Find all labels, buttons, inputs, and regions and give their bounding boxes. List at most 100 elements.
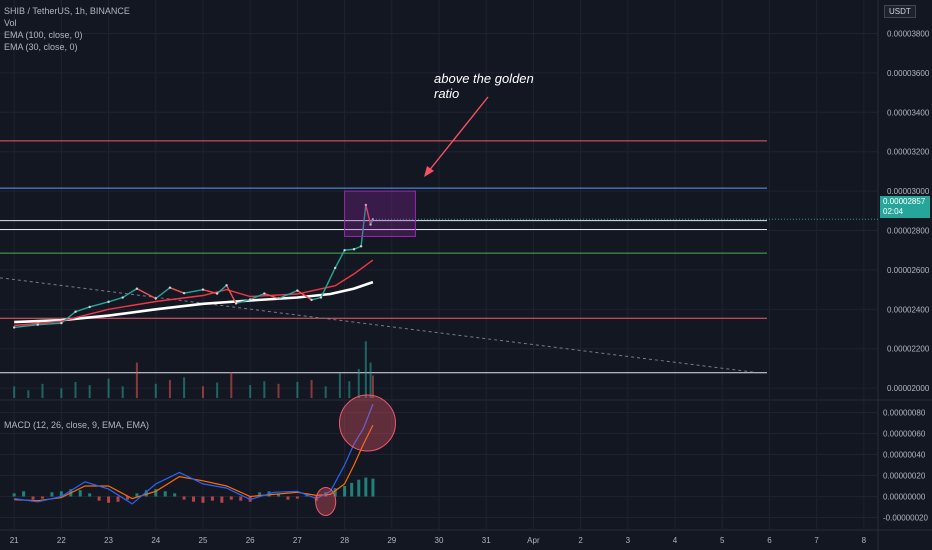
volume-bar: [230, 372, 233, 398]
bar-countdown: 02:04: [883, 207, 904, 216]
price-tick-label: 0.00003400: [887, 108, 930, 117]
currency-button[interactable]: USDT: [884, 5, 916, 18]
x-tick-label: 5: [720, 536, 725, 545]
price-tick-label: 0.00003600: [887, 69, 930, 78]
price-point: [88, 305, 91, 309]
x-tick-label: 25: [199, 536, 208, 545]
macd-highlight-ellipse[interactable]: [315, 487, 337, 517]
axes: 21 22 23 24 25 26 27 28 29 30 31 Apr 2 3 4 5 6 7 80.000020…: [10, 29, 930, 545]
volume-bar: [277, 383, 280, 398]
price-tick-label: 0.00002400: [887, 305, 930, 314]
histogram-bar: [201, 496, 205, 503]
macd-tick-label: 0.00000060: [883, 430, 926, 439]
annotation-line-1: above the golden: [434, 71, 534, 86]
x-tick-label: 28: [340, 536, 349, 545]
histogram-bar: [22, 491, 26, 497]
last-price: 0.00002857: [883, 197, 926, 206]
x-tick-label: 27: [293, 536, 302, 545]
histogram-bar: [59, 491, 63, 497]
price-point: [343, 249, 346, 252]
volume-bar: [74, 381, 77, 398]
price-segment: [344, 248, 355, 251]
highlight-box[interactable]: [344, 190, 416, 237]
dashed-trendline[interactable]: [0, 277, 756, 373]
price-segment: [353, 245, 362, 250]
signal-line: [14, 424, 374, 502]
volume-bar: [107, 378, 110, 398]
price-point: [364, 203, 368, 207]
x-tick-label: 21: [10, 536, 19, 545]
price-point: [215, 292, 219, 295]
legend-ema100: EMA (100, close, 0): [4, 30, 83, 40]
histogram-bar: [78, 490, 82, 497]
x-tick-label: 3: [626, 536, 631, 545]
annotation-text[interactable]: above the golden ratio: [434, 71, 564, 101]
volume-bar: [338, 373, 341, 398]
x-tick-label: 4: [673, 536, 678, 545]
histogram-bar: [182, 496, 186, 500]
x-tick-label: 22: [57, 536, 66, 545]
price-segment: [278, 289, 298, 300]
volume-bar: [310, 379, 313, 398]
histogram-bar: [364, 477, 368, 497]
price-segment: [183, 288, 204, 294]
price-point: [12, 326, 16, 329]
histogram-bar: [357, 479, 361, 497]
price-point: [36, 323, 39, 326]
x-tick-label: 30: [435, 536, 444, 545]
histogram-bar: [135, 493, 139, 497]
volume-bar: [348, 381, 351, 398]
volume-bar: [249, 385, 252, 398]
volume-bar: [183, 377, 186, 398]
price-tick-label: 0.00002600: [887, 266, 930, 275]
x-tick-label: 31: [482, 536, 491, 545]
histogram-bar: [350, 482, 354, 497]
histogram-bar: [258, 492, 262, 497]
macd-tick-label: 0.00000020: [883, 472, 926, 481]
last-price-tag: 0.00002857 02:04: [880, 196, 930, 218]
price-segment: [297, 290, 312, 301]
price-segment: [249, 292, 265, 301]
price-point: [121, 296, 124, 299]
macd-pane: [12, 394, 396, 517]
fibonacci-levels[interactable]: [0, 140, 767, 374]
price-point: [107, 300, 110, 304]
x-tick-label: 23: [104, 536, 113, 545]
volume-bar: [27, 390, 30, 398]
x-tick-label: 29: [387, 536, 396, 545]
price-point: [201, 288, 205, 291]
price-segment: [37, 322, 62, 326]
price-point: [310, 298, 313, 302]
volume-bar: [357, 369, 360, 398]
volume-bar: [296, 381, 299, 398]
price-point: [319, 296, 323, 299]
arrow-line[interactable]: [427, 96, 489, 173]
histogram-bar: [125, 496, 129, 500]
price-point: [74, 310, 77, 313]
volume-bar: [324, 386, 327, 398]
price-point: [154, 297, 157, 300]
x-tick-label: 6: [767, 536, 772, 545]
histogram-bar: [229, 496, 233, 500]
price-point: [371, 218, 375, 221]
annotations[interactable]: [344, 96, 489, 237]
macd-highlight-ellipse[interactable]: [338, 394, 396, 452]
volume-bar: [154, 383, 157, 398]
x-tick-label: 26: [246, 536, 255, 545]
histogram-bar: [31, 496, 35, 500]
histogram-bar: [295, 496, 299, 499]
price-segment: [202, 288, 218, 295]
volume-bar: [168, 379, 171, 398]
annotation-line-2: ratio: [434, 86, 460, 101]
x-tick-label: 24: [151, 536, 160, 545]
volume-bar: [369, 362, 372, 398]
price-point: [263, 292, 266, 295]
histogram-bar: [12, 493, 16, 497]
legend-symbol: SHIB / TetherUS, 1h, BINANCE: [4, 6, 130, 16]
ema30-line: [14, 259, 374, 327]
price-series: [12, 203, 878, 329]
price-point: [359, 245, 363, 248]
price-segment: [216, 284, 228, 295]
